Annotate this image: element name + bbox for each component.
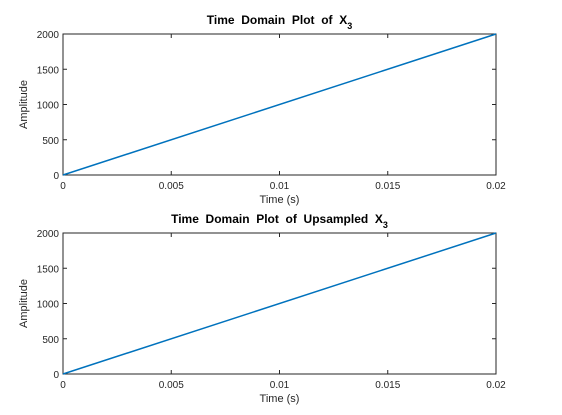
y-tick-label: 1500 <box>37 65 60 76</box>
x-tick-label: 0.02 <box>486 181 506 192</box>
x-axis-label: Time (s) <box>260 393 300 405</box>
subplot-2: 0 0.005 0.01 0.015 0.02 0 500 1000 1500 2000 Time … <box>18 212 506 405</box>
y-tick-label: 2000 <box>37 229 60 240</box>
subplot-1: 0 0.005 0.01 0.015 0.02 0 500 1000 1500 2000 Time … <box>18 13 506 206</box>
x-tick-label: 0.005 <box>159 380 184 391</box>
x-tick-label: 0.02 <box>486 380 506 391</box>
y-tick-label: 0 <box>53 171 59 182</box>
title-subscript: 3 <box>383 220 388 230</box>
x-tick-label: 0.015 <box>375 181 400 192</box>
y-tick-label: 1500 <box>37 264 60 275</box>
y-tick-label: 1000 <box>37 300 60 311</box>
series-line <box>62 232 497 375</box>
chart-title: Time Domain Plot of X3 <box>207 13 352 31</box>
plots-container: 0 0.005 0.01 0.015 0.02 0 500 1000 1500 2000 Time … <box>18 13 506 405</box>
x-tick-label: 0.015 <box>375 380 400 391</box>
y-tick-label: 500 <box>42 335 59 346</box>
x-tick-label: 0.01 <box>270 181 290 192</box>
x-tick-label: 0.01 <box>270 380 290 391</box>
x-tick-label: 0.005 <box>159 181 184 192</box>
y-tick-label: 500 <box>42 136 59 147</box>
x-tick-label: 0 <box>60 181 66 192</box>
x-tick-label: 0 <box>60 380 66 391</box>
y-tick-label: 1000 <box>37 101 60 112</box>
y-tick-label: 0 <box>53 370 59 381</box>
y-axis-label: Amplitude <box>18 279 30 328</box>
title-subscript: 3 <box>347 21 352 31</box>
series-line <box>62 33 497 176</box>
y-axis-label: Amplitude <box>18 80 30 129</box>
chart-title: Time Domain Plot of Upsampled X3 <box>171 212 388 230</box>
x-axis-label: Time (s) <box>260 194 300 206</box>
y-tick-label: 2000 <box>37 30 60 41</box>
